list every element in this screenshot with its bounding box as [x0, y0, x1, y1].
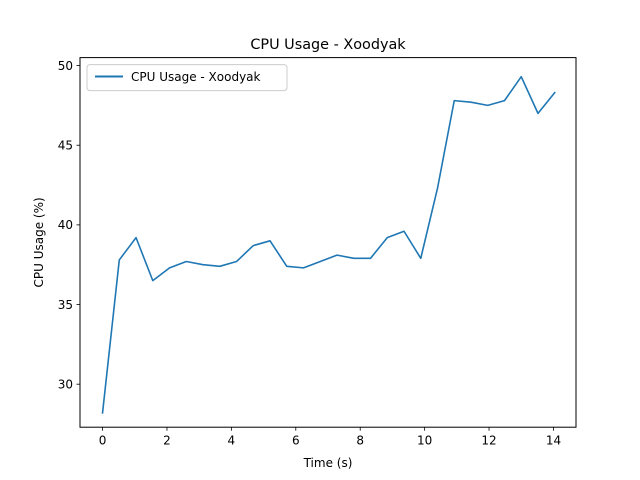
- x-tick-label: 10: [417, 434, 432, 448]
- x-tick-label: 0: [99, 434, 107, 448]
- plot-frame: [79, 57, 577, 428]
- x-tick-label: 14: [546, 434, 561, 448]
- legend: CPU Usage - Xoodyak: [86, 64, 288, 92]
- y-tick-label: 35: [58, 298, 73, 312]
- y-axis: 30 35 40 45 50: [58, 59, 80, 391]
- x-tick-label: 6: [292, 434, 300, 448]
- y-axis-label: CPU Usage (%): [32, 197, 46, 287]
- y-tick-label: 50: [58, 59, 73, 73]
- chart-title: CPU Usage - Xoodyak: [250, 37, 406, 53]
- series-line: [101, 75, 556, 414]
- legend-box: [86, 64, 288, 92]
- series-layer: [101, 75, 556, 414]
- y-tick-label: 30: [58, 377, 73, 391]
- x-axis-label: Time (s): [303, 456, 353, 470]
- y-tick-label: 40: [58, 218, 73, 232]
- y-tick-label: 45: [58, 139, 73, 153]
- x-axis: 0 2 4 6 8 10 12 14: [99, 427, 561, 448]
- x-tick-label: 8: [356, 434, 364, 448]
- x-tick-label: 4: [228, 434, 236, 448]
- x-tick-label: 2: [163, 434, 171, 448]
- x-tick-label: 12: [481, 434, 496, 448]
- legend-label: CPU Usage - Xoodyak: [131, 70, 261, 84]
